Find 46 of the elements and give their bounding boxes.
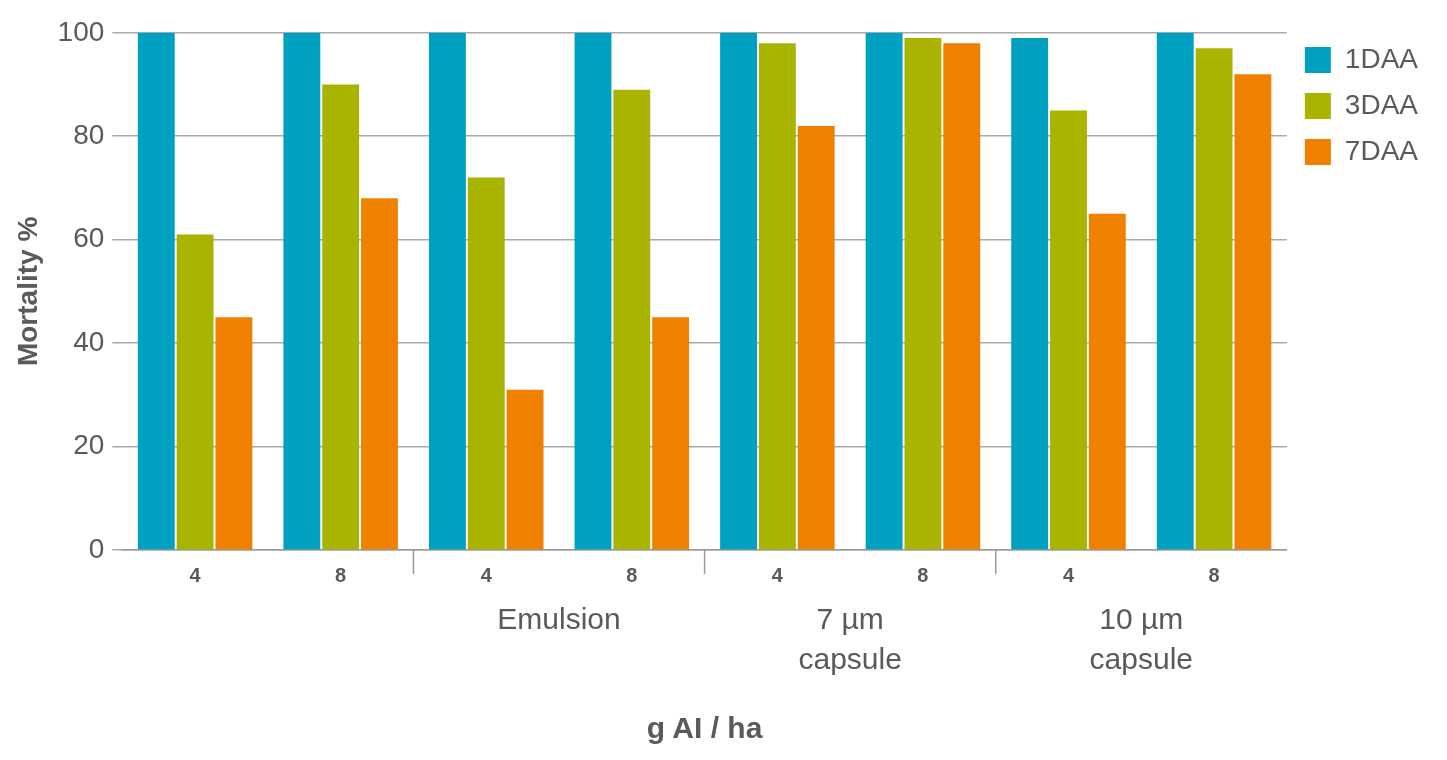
x-axis-title: g AI / ha — [646, 711, 763, 745]
bar — [215, 317, 253, 550]
bar — [1195, 48, 1233, 550]
bar — [283, 32, 321, 550]
bar — [758, 43, 796, 550]
bar — [1088, 213, 1126, 550]
text: 7 µm capsule — [798, 602, 902, 676]
bar — [322, 84, 360, 550]
x-tick-label: 4 — [480, 563, 493, 586]
x-tick-label: 8 — [626, 563, 638, 586]
x-tick-label: 4 — [771, 563, 784, 586]
legend-label: 7DAA — [1344, 134, 1419, 166]
bar — [467, 177, 505, 550]
x-tick-label: 8 — [335, 563, 347, 586]
bar — [361, 198, 398, 550]
bar — [574, 32, 612, 550]
bar — [652, 317, 690, 550]
bar — [904, 37, 942, 550]
bar — [1234, 74, 1272, 550]
bar — [865, 32, 903, 550]
text: Emulsion — [497, 602, 621, 636]
x-tick-label: 4 — [1062, 563, 1075, 586]
bar — [720, 32, 757, 550]
y-tick-label: 20 — [73, 429, 105, 461]
bar — [1156, 32, 1194, 550]
y-tick-label: 60 — [73, 222, 105, 254]
bar — [1050, 110, 1087, 550]
bar — [506, 389, 544, 550]
legend-label: 3DAA — [1344, 88, 1419, 120]
bar — [943, 43, 981, 550]
x-tick-label: 8 — [1208, 563, 1220, 586]
bar — [613, 89, 651, 550]
y-tick-label: 100 — [57, 15, 105, 47]
y-tick-label: 40 — [73, 325, 105, 357]
bar — [797, 125, 835, 550]
bar — [428, 32, 466, 550]
x-tick-label: 8 — [917, 563, 929, 586]
y-tick-label: 80 — [73, 118, 105, 150]
legend-label: 1DAA — [1344, 42, 1419, 74]
text: 10 µm capsule — [1089, 602, 1193, 676]
y-axis-title: Mortality % — [11, 216, 43, 367]
x-tick-label: 4 — [189, 563, 202, 586]
bar — [137, 32, 175, 550]
y-tick-label: 0 — [88, 532, 105, 564]
bar — [1011, 37, 1049, 550]
bar — [176, 234, 214, 550]
